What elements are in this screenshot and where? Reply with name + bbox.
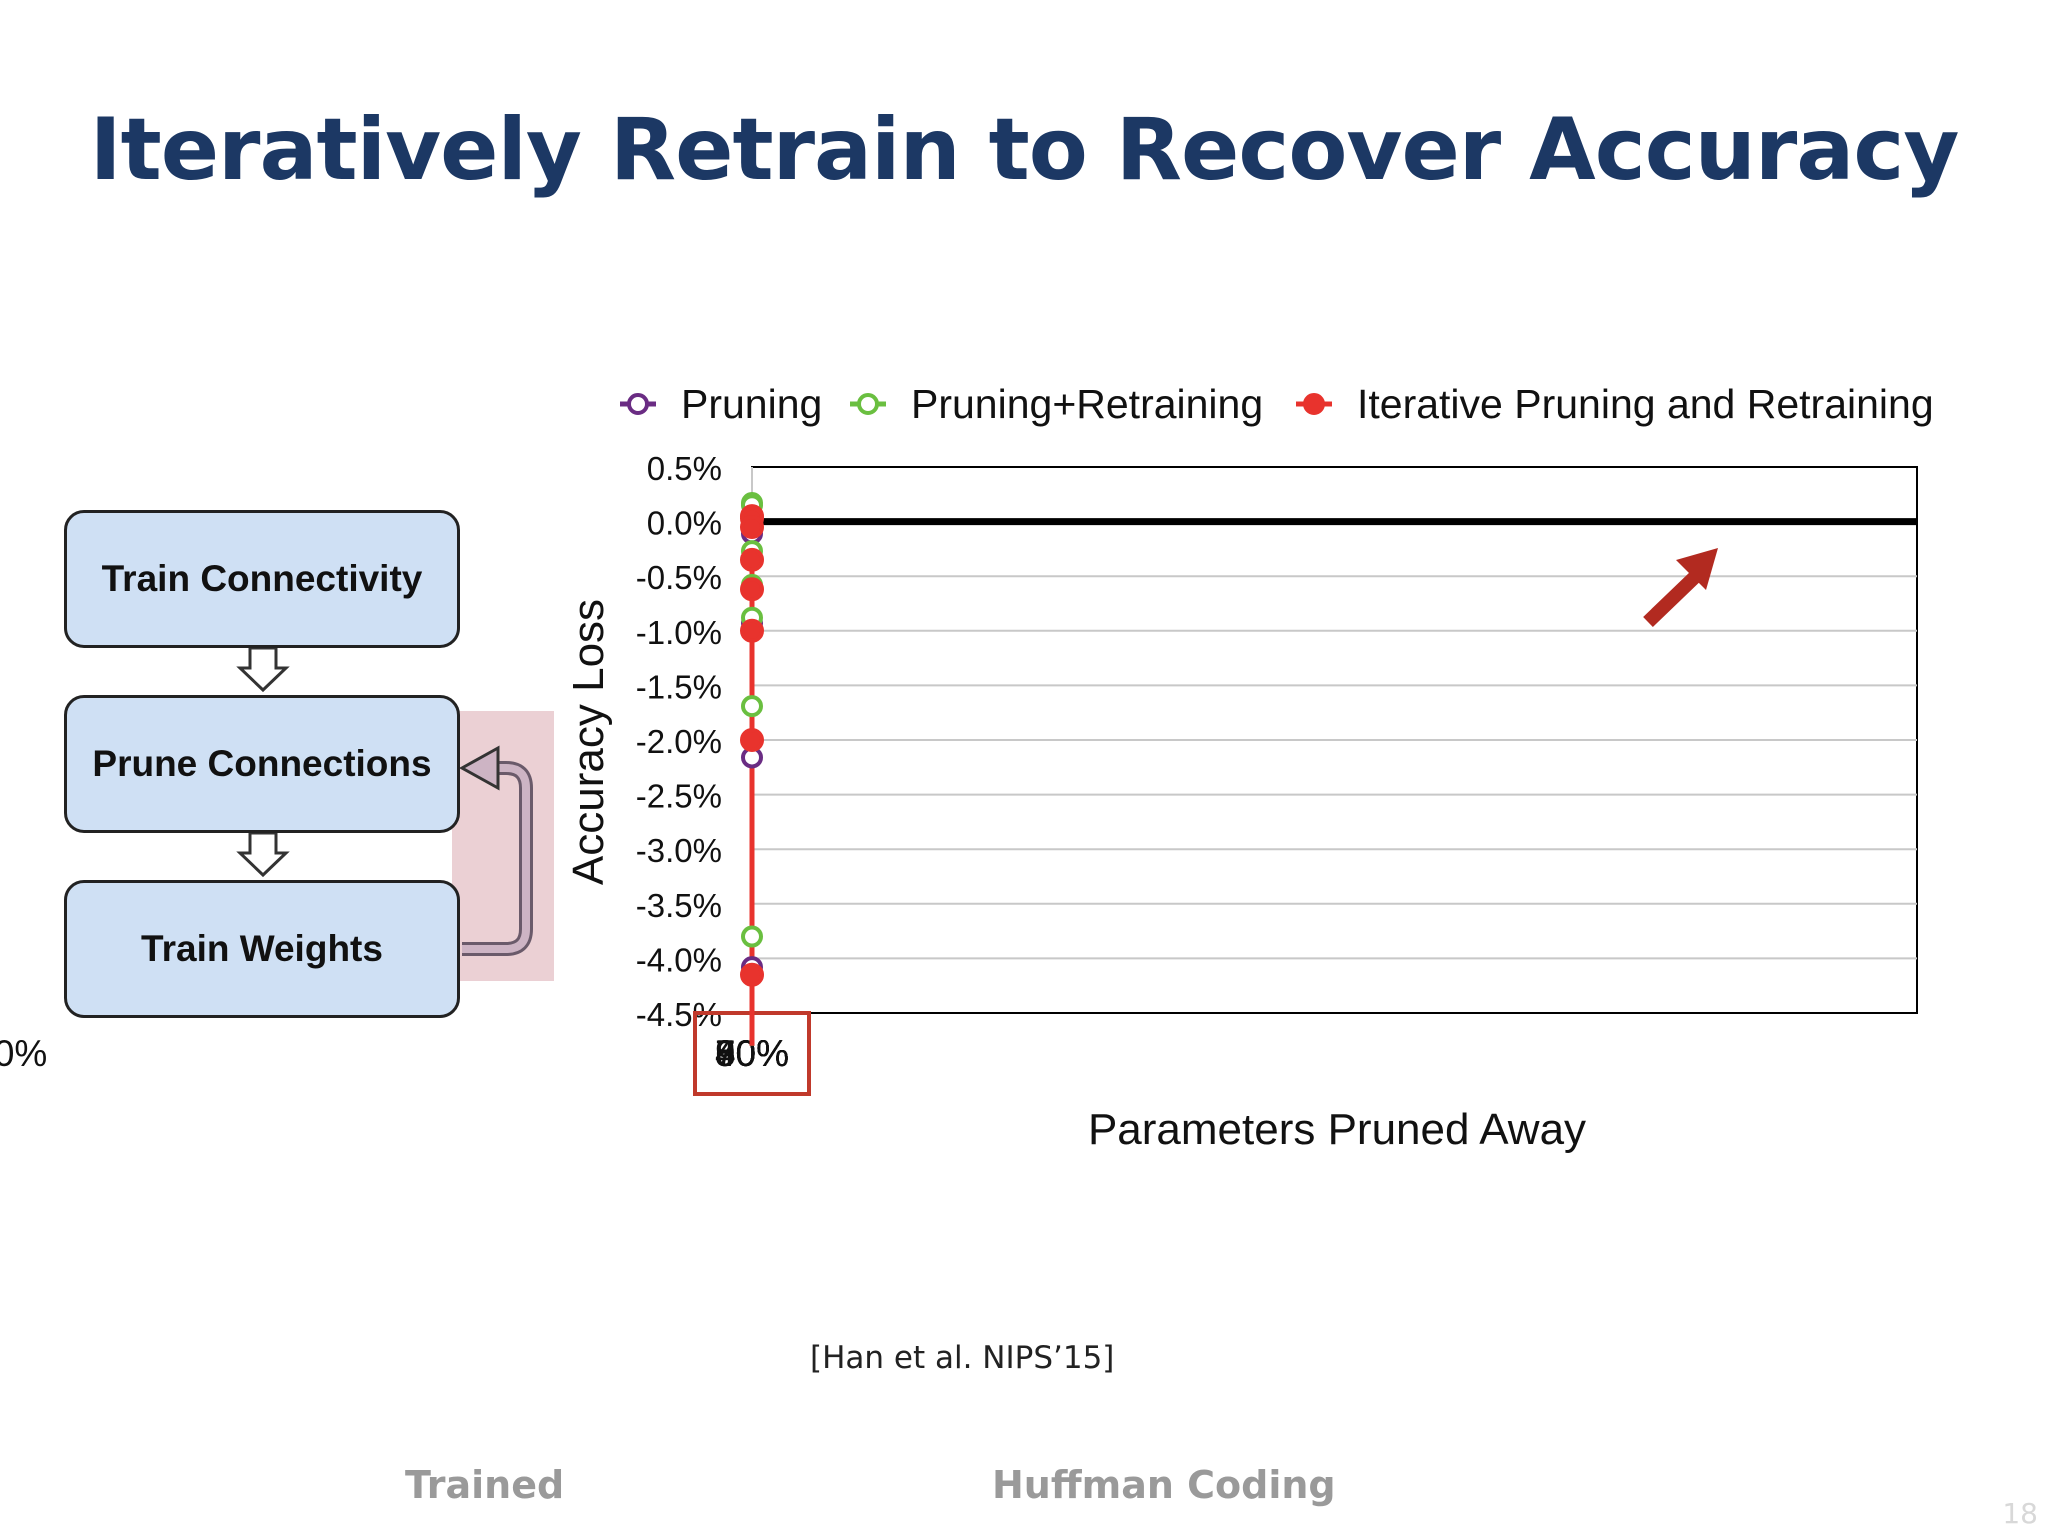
annotation-arrow-shaft xyxy=(1643,566,1705,628)
y-tick-label: 0.5% xyxy=(647,450,722,487)
data-point-series-2 xyxy=(740,962,764,987)
legend-label: Pruning+Retraining xyxy=(911,381,1263,427)
y-tick-label: -2.0% xyxy=(636,723,722,760)
y-tick-label: 0.0% xyxy=(647,505,722,542)
data-point-series-2 xyxy=(740,547,764,572)
data-point-series-1 xyxy=(741,925,763,948)
flow-step-train-connectivity: Train Connectivity xyxy=(64,510,460,648)
legend-swatch-marker xyxy=(1303,393,1325,415)
y-tick-label: -3.5% xyxy=(636,887,722,924)
data-point-series-2 xyxy=(740,728,764,752)
y-tick-label: -3.0% xyxy=(636,832,722,869)
x-axis-title: Parameters Pruned Away xyxy=(1088,1105,1586,1154)
x-tick-label: 100% xyxy=(0,1033,47,1074)
y-axis-title: Accuracy Loss xyxy=(564,599,613,885)
page-title: Iteratively Retrain to Recover Accuracy xyxy=(89,100,1960,200)
footer-huffman-coding: Huffman Coding xyxy=(992,1463,1336,1507)
data-point-series-2 xyxy=(740,577,764,602)
legend-label: Iterative Pruning and Retraining xyxy=(1357,381,1934,427)
data-point-series-1 xyxy=(741,695,763,718)
flow-step-prune-connections: Prune Connections xyxy=(64,695,460,833)
y-tick-label: -4.0% xyxy=(636,941,722,978)
flow-step-train-weights: Train Weights xyxy=(64,880,460,1018)
legend-swatch-marker xyxy=(627,393,649,415)
data-point-series-2 xyxy=(740,515,764,540)
annotation-arrowhead xyxy=(1676,548,1718,590)
footer-trained: Trained xyxy=(405,1463,565,1507)
y-tick-label: -2.5% xyxy=(636,778,722,815)
data-point-series-2 xyxy=(740,618,764,643)
y-tick-label: -1.5% xyxy=(636,668,722,705)
legend-label: Pruning xyxy=(681,381,822,427)
page-number: 18 xyxy=(2002,1497,2038,1530)
citation: [Han et al. NIPS’15] xyxy=(810,1340,1115,1376)
y-tick-label: -1.0% xyxy=(636,614,722,651)
legend-swatch-marker xyxy=(857,393,879,415)
y-tick-label: -0.5% xyxy=(636,559,722,596)
